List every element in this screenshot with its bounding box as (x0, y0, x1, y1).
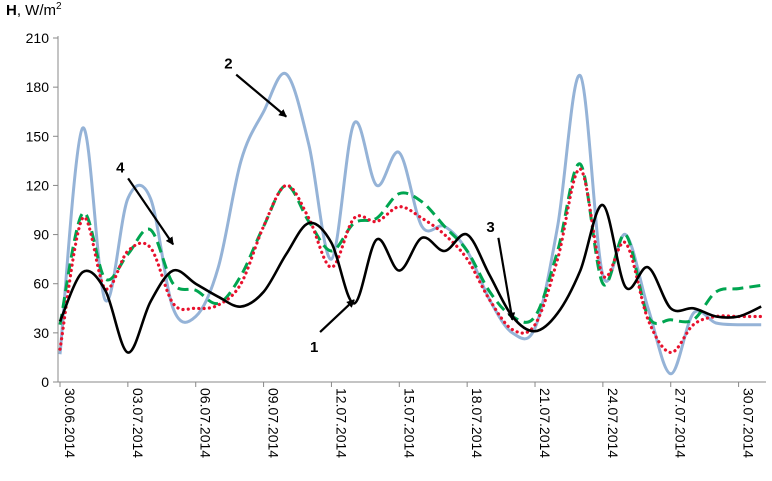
x-tick-label: 24.07.2014 (605, 388, 621, 458)
y-tick-label: 120 (26, 177, 50, 193)
annotation-arrow-2 (235, 73, 287, 118)
annotation-label-2: 2 (224, 56, 232, 73)
annotation-arrow-4 (127, 177, 175, 246)
x-tick-label: 03.07.2014 (130, 388, 146, 458)
series-1-line (58, 203, 762, 354)
annotation-arrow-1 (319, 299, 355, 333)
y-tick-label: 30 (33, 325, 49, 341)
series-4-line (58, 167, 763, 355)
y-tick-label: 60 (33, 276, 49, 292)
x-tick-label: 15.07.2014 (401, 388, 417, 458)
y-tick-label: 180 (26, 79, 50, 95)
series-group (58, 71, 763, 376)
y-tick-label: 150 (26, 128, 50, 144)
y-axis-title: H, W/m2 (6, 1, 62, 19)
x-tick-label: 21.07.2014 (537, 388, 553, 458)
x-tick-label: 27.07.2014 (673, 388, 689, 458)
y-tick-label: 90 (33, 227, 49, 243)
y-axis-title-sup: 2 (56, 1, 62, 12)
y-axis-title-bold: H (6, 2, 17, 19)
annotation-arrow-3 (497, 237, 516, 321)
annotation-label-4: 4 (116, 159, 125, 176)
annotations: 1 2 3 4 (116, 56, 516, 356)
y-tick-label: 210 (26, 30, 50, 46)
y-tick-label: 0 (41, 374, 49, 390)
x-tick-label: 18.07.2014 (469, 388, 485, 458)
series-2-line (58, 71, 762, 376)
y-axis-title-rest: , W/m (17, 2, 56, 19)
x-tick-label: 30.07.2014 (741, 388, 757, 458)
x-tick-label: 30.06.2014 (62, 388, 78, 458)
axes: 0 30 60 90 120 150 180 210 30.06.2014 03.07.2014 0… (26, 30, 766, 458)
annotation-label-3: 3 (486, 219, 494, 236)
x-tick-label: 06.07.2014 (198, 388, 214, 458)
x-tick-label: 12.07.2014 (333, 388, 349, 458)
x-tick-label: 09.07.2014 (266, 388, 282, 458)
annotation-label-1: 1 (310, 339, 318, 356)
